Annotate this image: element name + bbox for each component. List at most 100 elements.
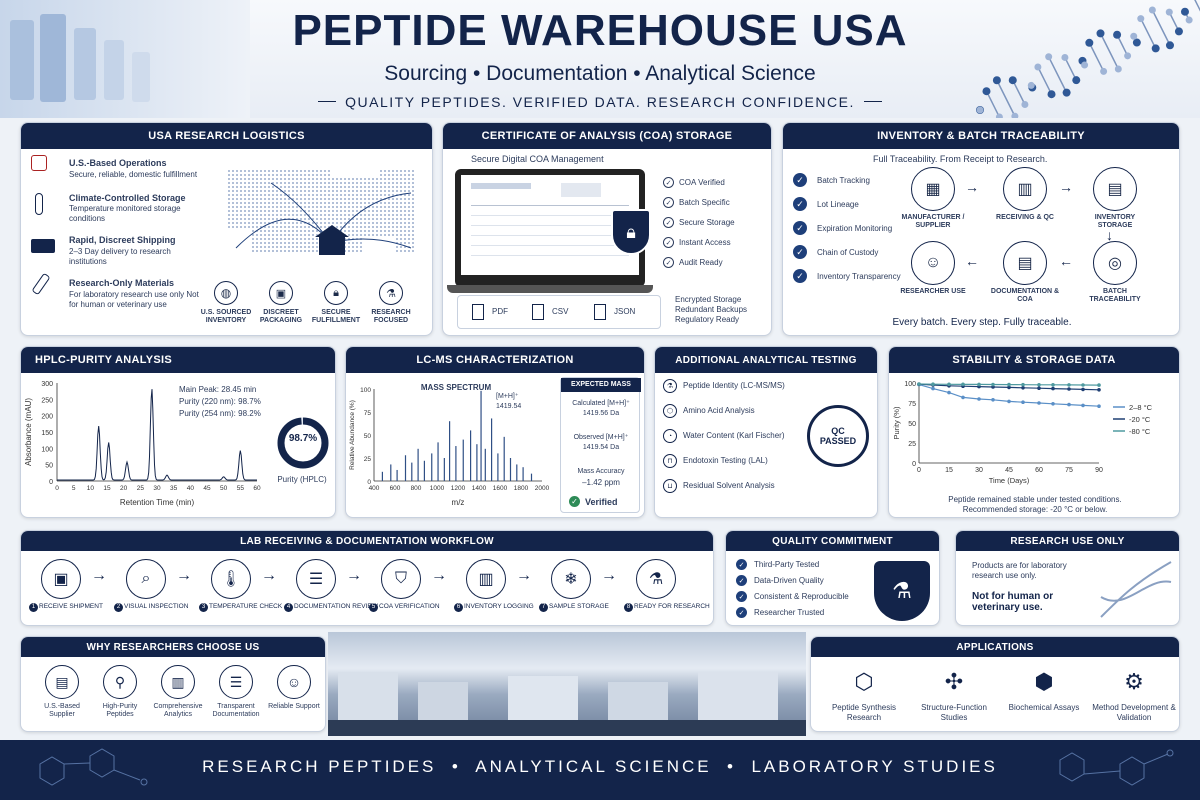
x-tick-label: 15 xyxy=(945,467,953,474)
series-point xyxy=(1037,386,1041,390)
x-tick-label: 15 xyxy=(103,485,111,492)
quality-label: Third-Party Tested xyxy=(754,560,820,569)
page-subtitle: Sourcing • Documentation • Analytical Sc… xyxy=(384,62,816,85)
arrow-right-icon: → xyxy=(346,567,362,584)
research-panel: RESEARCH USE ONLY Products are for labor… xyxy=(955,530,1180,626)
flow-label: DOCUMENTATION & COA xyxy=(990,288,1060,304)
expected-title: EXPECTED MASS xyxy=(561,378,641,392)
flow-label: MANUFACTURER / SUPPLIER xyxy=(901,214,965,230)
check-icon: ✓ xyxy=(793,173,807,187)
storage-label: Redundant Backups xyxy=(675,305,748,314)
arrow-right-icon: → xyxy=(91,567,107,584)
y-tick-label: 50 xyxy=(364,433,372,440)
step-number: 8 xyxy=(624,603,633,612)
purity-220: Purity (220 nm): 98.7% xyxy=(179,397,261,406)
series-point xyxy=(1037,382,1041,387)
inventory-check-label: Inventory Transparency xyxy=(817,272,901,281)
x-tick-label: 35 xyxy=(170,485,178,492)
donut-fill xyxy=(277,417,329,469)
coa-check-label: Secure Storage xyxy=(679,218,735,227)
x-axis-label: Retention Time (min) xyxy=(120,498,195,507)
donut-value: 98.7% xyxy=(288,433,318,444)
footer-text: RESEARCH PEPTIDES • ANALYTICAL SCIENCE •… xyxy=(202,757,998,776)
beaker-icon: ⊔ xyxy=(663,479,677,493)
mass-spectrum-chart: 0 25 50 75 100 400 600 800 1000 1200 1400 1600 1800 2… xyxy=(349,387,550,507)
step-label: SAMPLE STORAGE xyxy=(549,603,609,610)
series-point xyxy=(977,397,981,401)
series-point xyxy=(917,382,921,386)
verified-label: Verified xyxy=(585,497,618,507)
series-point xyxy=(1007,382,1011,387)
inventory-subtitle: Full Traceability. From Receipt to Resea… xyxy=(873,154,1048,164)
format-label: JSON xyxy=(614,307,636,316)
microscope-icon: ⚗ xyxy=(636,559,676,599)
inventory-footer: Every batch. Every step. Fully traceable… xyxy=(892,317,1072,328)
series-point xyxy=(1007,399,1011,404)
test-label: Endotoxin Testing (LAL) xyxy=(683,456,768,465)
header: PEPTIDE WAREHOUSE USA Sourcing • Documen… xyxy=(0,0,1200,118)
y-tick-label: 75 xyxy=(908,401,916,408)
laptop-image xyxy=(455,169,645,287)
logistics-item-title: Research-Only Materials xyxy=(69,278,175,288)
footer-bar: RESEARCH PEPTIDES • ANALYTICAL SCIENCE •… xyxy=(0,740,1200,800)
series-point xyxy=(1097,404,1101,408)
inventory-panel: INVENTORY & BATCH TRACEABILITY Full Trac… xyxy=(782,122,1180,336)
lab-photo xyxy=(328,632,806,736)
series-point xyxy=(961,382,965,387)
stability-note-1: Peptide remained stable under tested con… xyxy=(948,495,1122,504)
json-file-icon xyxy=(594,304,606,320)
y-tick-label: 250 xyxy=(41,397,53,404)
y-tick-label: 150 xyxy=(41,430,53,437)
coa-title: CERTIFICATE OF ANALYSIS (COA) STORAGE xyxy=(443,123,771,149)
step-label: TEMPERATURE CHECK xyxy=(209,603,283,610)
series-point xyxy=(931,382,935,386)
dna-helix-image xyxy=(976,0,1200,118)
series-point xyxy=(1021,400,1025,404)
usa-map xyxy=(228,170,414,255)
x-tick-label: 30 xyxy=(153,485,161,492)
stability-panel: STABILITY & STORAGE DATA 0 25 50 75 100 0 15 30… xyxy=(888,346,1180,518)
y-tick-label: 50 xyxy=(45,463,53,470)
step-number: 2 xyxy=(114,603,123,612)
barcode-icon: ▥ xyxy=(1003,167,1047,211)
why-label: Comprehensive Analytics xyxy=(153,703,203,719)
check-icon: ✓ xyxy=(736,559,747,570)
x-tick-label: 10 xyxy=(87,485,95,492)
check-icon: ✓ xyxy=(793,197,807,211)
step-label: INVENTORY LOGGING xyxy=(464,603,534,610)
purity-254: Purity (254 nm): 98.2% xyxy=(179,409,261,418)
step-number: 4 xyxy=(284,603,293,612)
series-point xyxy=(1081,403,1085,408)
donut-label: Purity (HPLC) xyxy=(277,475,327,484)
y-tick-label: 25 xyxy=(364,456,372,463)
molecule-left-decoration xyxy=(39,748,148,786)
y-tick-label: 0 xyxy=(49,479,53,486)
x-tick-label: 600 xyxy=(390,485,401,492)
series-point xyxy=(1051,402,1055,406)
series-point xyxy=(1067,387,1071,391)
why-label: Reliable Support xyxy=(268,703,320,710)
test-tube-icon: ⊓ xyxy=(663,454,677,468)
barcode-icon: ▥ xyxy=(466,559,506,599)
shield-flag-icon xyxy=(31,155,47,171)
logistics-panel: USA RESEARCH LOGISTICS U.S.-Based Operat… xyxy=(20,122,433,336)
x-tick-label: 45 xyxy=(1005,467,1013,474)
flask-icon: ⚗ xyxy=(663,379,677,393)
document-icon: ☰ xyxy=(219,665,253,699)
inventory-check-label: Lot Lineage xyxy=(817,200,859,209)
why-panel: WHY RESEARCHERS CHOOSE US ▤ U.S.-Based Su… xyxy=(20,636,326,732)
ms-peak-value: 1419.54 xyxy=(496,403,522,410)
logistics-item-desc: 2–3 Day delivery to research institution… xyxy=(69,247,171,266)
shield-flask-icon: ⚗ xyxy=(874,561,930,621)
step-label: RECEIVE SHIPMENT xyxy=(39,603,103,610)
y-tick-label: 300 xyxy=(41,381,53,388)
series-point xyxy=(1097,383,1101,387)
feature-label: SECURE FULFILLMENT xyxy=(311,309,361,325)
y-tick-label: 100 xyxy=(904,381,916,388)
research-title: RESEARCH USE ONLY xyxy=(956,531,1179,551)
test-label: Amino Acid Analysis xyxy=(683,406,755,415)
hplc-panel: HPLC-PURITY ANALYSIS 0 50 100 150 200 250 300 0… xyxy=(20,346,336,518)
purity-donut xyxy=(277,417,329,469)
series-point xyxy=(991,385,995,389)
package-icon: ▣ xyxy=(269,281,293,305)
